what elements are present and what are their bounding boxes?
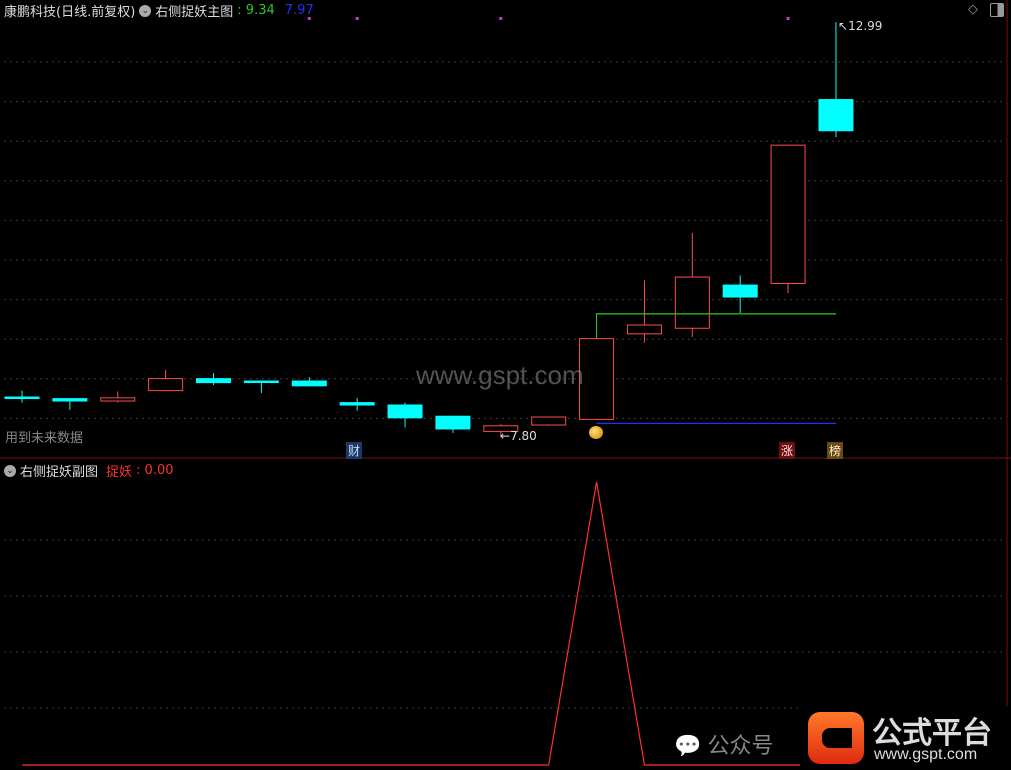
low-annotation: ←7.80 (500, 429, 537, 443)
candle-body (196, 378, 232, 384)
marker-bang: 榜 (827, 442, 844, 459)
future-data-note: 用到未来数据 (5, 431, 84, 446)
candle-body (770, 144, 806, 284)
top-dot (499, 17, 503, 20)
wechat-watermark: 💬 公众号 (674, 733, 774, 758)
candle-body (100, 397, 136, 402)
marker-cai: 财 (346, 442, 363, 459)
candle-body (722, 284, 758, 298)
candle-body (579, 338, 615, 420)
candle-body (818, 99, 854, 132)
value-support: : 9.34 (237, 3, 275, 18)
panel-toggle-icon[interactable] (990, 3, 1004, 17)
indicator-menu-icon[interactable]: ⌄ (139, 4, 152, 17)
signal-line (22, 481, 836, 766)
watermark-center: www.gspt.com (416, 360, 584, 390)
main-header: 康鹏科技(日线.前复权) ⌄ 右侧捉妖主图 : 9.34 7.97 (4, 1, 314, 20)
gold-ball-icon (589, 426, 603, 439)
candle-body (483, 425, 519, 432)
high-value: 12.99 (848, 19, 883, 33)
brand-logo: 公式平台 www.gspt.com (800, 706, 1011, 770)
sub-indicator-name[interactable]: 右侧捉妖副图 (20, 465, 99, 480)
brand-url: www.gspt.com (874, 746, 978, 763)
candle-body (674, 276, 710, 329)
sub-label: 捉妖 (106, 465, 133, 480)
candle-body (243, 380, 279, 384)
candle-body (387, 404, 423, 419)
candle-body (435, 415, 471, 430)
candle-body (148, 378, 184, 392)
candle-body (339, 402, 375, 406)
candle-body (291, 380, 327, 387)
indicator-name[interactable]: 右侧捉妖主图 (155, 5, 234, 20)
stock-title: 康鹏科技(日线.前复权) (4, 5, 136, 20)
brand-name: 公式平台 (872, 717, 992, 750)
sub-value: : 0.00 (136, 463, 174, 478)
top-dot (786, 17, 790, 20)
top-dot (355, 17, 359, 20)
wechat-icon: 💬 (674, 733, 702, 758)
g-logo-icon (808, 712, 864, 764)
top-dot (307, 17, 311, 20)
marker-zhang: 涨 (779, 442, 796, 459)
sub-header: ⌄ 右侧捉妖副图 捉妖 : 0.00 (4, 461, 174, 480)
low-value: 7.80 (510, 429, 537, 443)
candle-body (531, 416, 567, 426)
candle-body (4, 396, 40, 400)
value-bottom: 7.97 (284, 3, 314, 18)
candle-body (52, 398, 88, 402)
diamond-icon[interactable]: ◇ (968, 2, 978, 17)
candle-body (626, 324, 662, 335)
sub-indicator-menu-icon[interactable]: ⌄ (4, 464, 16, 477)
high-annotation: ↖12.99 (838, 19, 883, 33)
